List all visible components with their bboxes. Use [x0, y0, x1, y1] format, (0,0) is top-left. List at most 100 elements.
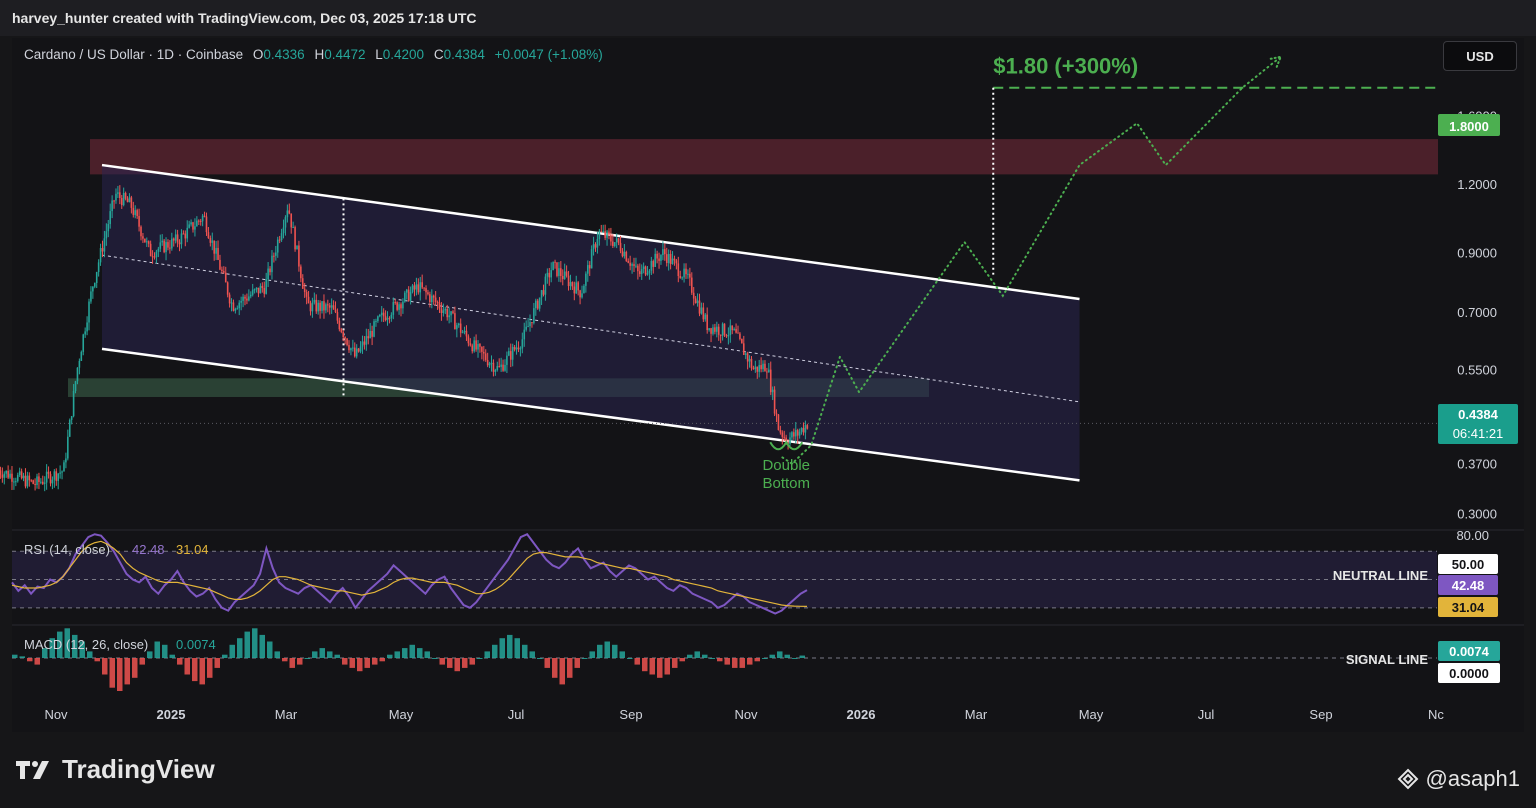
- axis-labels: 1.8000 0.4384 06:41:21 50.00 42.48 31.04 0.007…: [1333, 114, 1518, 683]
- candle-body: [180, 233, 183, 245]
- candle-body: [615, 238, 618, 243]
- candle-body: [561, 275, 564, 280]
- candle-body: [675, 260, 678, 264]
- candle-body: [196, 220, 198, 227]
- macd-bar: [349, 658, 355, 668]
- candle-body: [694, 298, 697, 304]
- candle-body: [608, 231, 610, 235]
- candle-body: [710, 328, 712, 334]
- candle-body: [613, 242, 616, 247]
- candle-body: [350, 348, 352, 351]
- macd-bar: [799, 655, 805, 658]
- macd-bar: [109, 658, 115, 688]
- macd-bar: [597, 644, 603, 658]
- candle-body: [169, 247, 171, 249]
- candle-body: [638, 271, 641, 275]
- candle-body: [130, 197, 133, 208]
- candle-body: [431, 295, 433, 303]
- candle-body: [504, 364, 506, 371]
- candle-body: [706, 314, 708, 331]
- macd-bar: [394, 651, 400, 658]
- tradingview-logo[interactable]: TradingView: [14, 754, 215, 785]
- macd-bar: [162, 644, 168, 658]
- candle-body: [779, 430, 782, 433]
- candle-body: [544, 276, 547, 295]
- high-value: 0.4472: [324, 47, 366, 62]
- macd-bar: [529, 651, 535, 658]
- candle-body: [625, 251, 628, 261]
- candle-body: [452, 311, 454, 314]
- target-axis-label-bg: [1438, 114, 1500, 136]
- candle-body: [685, 268, 687, 275]
- candle-body: [161, 240, 163, 243]
- candle-body: [696, 300, 699, 304]
- last-price-label: 0.4384: [1458, 407, 1499, 422]
- candle-body: [145, 241, 148, 243]
- candle-body: [529, 322, 531, 327]
- macd-bar: [289, 658, 295, 668]
- candle-body: [113, 200, 115, 202]
- macd-pane: MACD (12, 26, close) 0.0074: [12, 628, 1437, 691]
- candle-body: [20, 471, 23, 479]
- candle-body: [793, 432, 795, 437]
- macd-bar: [507, 634, 513, 658]
- rsi-line: [11, 533, 808, 615]
- currency-button[interactable]: USD: [1443, 41, 1517, 71]
- candle-body: [777, 414, 780, 431]
- candle-body: [386, 317, 389, 321]
- candle-body: [598, 230, 601, 240]
- rsi-ma-value: 31.04: [176, 542, 209, 557]
- candle-body: [708, 328, 710, 331]
- candle-body: [309, 303, 312, 312]
- candle-body: [88, 301, 90, 323]
- candle-body: [99, 248, 102, 263]
- candle-body: [750, 358, 753, 369]
- candle-body: [394, 302, 397, 304]
- macd-bar: [747, 658, 753, 665]
- candle-body: [623, 251, 626, 257]
- open-value: 0.4336: [263, 47, 305, 62]
- candle-body: [429, 294, 431, 303]
- candle-body: [269, 268, 271, 273]
- macd-bar: [57, 631, 63, 658]
- candle-body: [404, 292, 406, 302]
- macd-bar: [484, 651, 490, 658]
- candle-body: [490, 362, 493, 364]
- candle-body: [238, 302, 241, 309]
- macd-value-tag-bg: [1438, 641, 1500, 661]
- macd-bar: [627, 658, 633, 659]
- candle-body: [407, 289, 410, 301]
- candle-body: [103, 238, 106, 252]
- symbol-name[interactable]: Cardano / US Dollar · 1D · Coinbase: [24, 47, 244, 62]
- candle-body: [494, 370, 497, 372]
- macd-bar: [604, 641, 610, 658]
- candle-body: [627, 260, 630, 263]
- tradingview-icon: [16, 760, 49, 779]
- macd-value-tag: 0.0074: [1449, 644, 1490, 659]
- candle-body: [255, 287, 258, 290]
- candle-body: [571, 282, 574, 287]
- candle-body: [190, 222, 192, 225]
- time-axis: Nov 2025 Mar May Jul Sep Nov 2026 Mar May Jul Sep Nc: [44, 707, 1444, 722]
- candle-body: [338, 320, 341, 330]
- candle-body: [142, 236, 144, 239]
- macd-bar: [379, 658, 385, 662]
- neutral-line-label: NEUTRAL LINE: [1333, 568, 1428, 583]
- macd-bar: [132, 658, 138, 678]
- candle-body: [273, 255, 275, 257]
- macd-bar: [409, 644, 415, 658]
- candle-body: [465, 330, 468, 337]
- target-label: $1.80 (+300%): [993, 54, 1138, 79]
- macd-bar: [717, 658, 723, 662]
- candle-body: [300, 266, 302, 279]
- change-value: +0.0047 (+1.08%): [494, 47, 603, 62]
- candle-body: [15, 481, 17, 483]
- candle-body: [205, 216, 208, 233]
- candle-body: [768, 369, 770, 373]
- candle-body: [51, 479, 54, 484]
- candle-body: [723, 323, 726, 336]
- candle-body: [671, 258, 674, 264]
- candle-body: [521, 339, 524, 349]
- candle-body: [448, 315, 450, 318]
